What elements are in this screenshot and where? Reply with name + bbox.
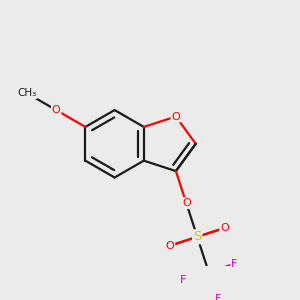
Text: F: F [180, 275, 186, 286]
Text: F: F [214, 294, 221, 300]
Text: S: S [193, 230, 201, 243]
Text: CH₃: CH₃ [17, 88, 37, 98]
Text: F: F [231, 259, 238, 269]
Text: O: O [220, 223, 229, 233]
Text: O: O [52, 105, 61, 115]
Text: O: O [166, 241, 174, 251]
Text: O: O [182, 198, 191, 208]
Text: O: O [172, 112, 180, 122]
